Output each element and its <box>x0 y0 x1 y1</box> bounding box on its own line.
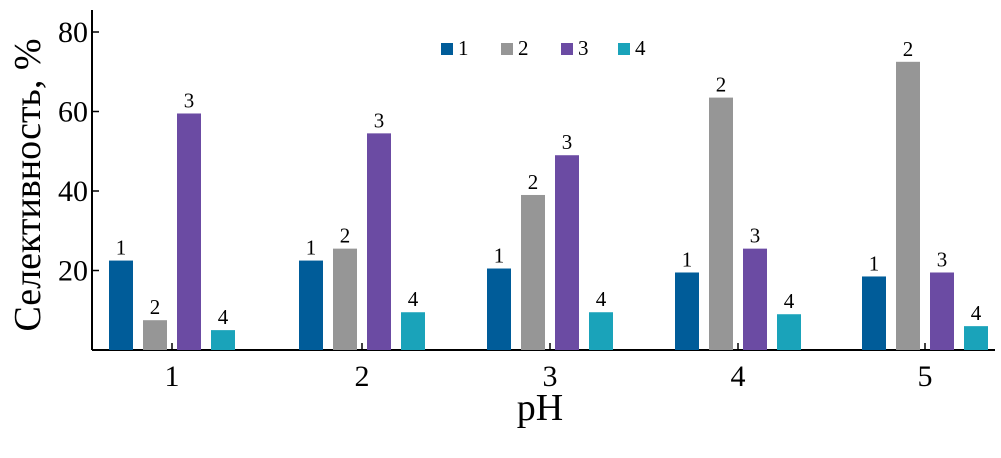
bar-label: 2 <box>150 295 161 319</box>
legend-label: 4 <box>635 36 646 60</box>
bar-series-3 <box>743 248 767 350</box>
bar-label: 1 <box>306 236 317 260</box>
legend-swatch-2 <box>501 43 513 55</box>
bar-label: 2 <box>340 224 351 248</box>
bar-series-1 <box>299 260 323 350</box>
legend-swatch-3 <box>561 43 573 55</box>
y-tick-label: 20 <box>58 255 88 288</box>
bar-label: 2 <box>528 170 539 194</box>
bar-series-4 <box>589 312 613 350</box>
bar-label: 4 <box>784 289 795 313</box>
x-tick-label: 4 <box>731 360 746 393</box>
bar-label: 1 <box>494 244 505 268</box>
bar-label: 1 <box>682 247 693 271</box>
bar-label: 3 <box>750 224 761 248</box>
y-axis-title: Селективность, % <box>7 38 49 331</box>
legend-swatch-4 <box>618 43 630 55</box>
bar-label: 4 <box>971 301 982 325</box>
bar-label: 3 <box>937 247 948 271</box>
bar-series-4 <box>401 312 425 350</box>
bar-series-1 <box>109 260 133 350</box>
bar-series-3 <box>177 113 201 350</box>
bar-series-2 <box>709 97 733 351</box>
x-axis-title: pH <box>517 387 563 429</box>
bar-label: 3 <box>374 108 385 132</box>
bar-series-1 <box>862 276 886 350</box>
bar-label: 1 <box>116 236 127 260</box>
bar-label: 2 <box>716 73 727 97</box>
bar-label: 4 <box>596 287 607 311</box>
bar-series-2 <box>521 194 545 350</box>
legend-label: 3 <box>578 36 589 60</box>
legend-label: 1 <box>458 36 469 60</box>
bar-label: 2 <box>903 37 914 61</box>
bar-series-3 <box>555 155 579 350</box>
legend-label: 2 <box>518 36 529 60</box>
bar-series-2 <box>896 61 920 350</box>
y-tick-label: 40 <box>58 175 88 208</box>
x-tick-label: 2 <box>355 360 370 393</box>
bar-series-2 <box>143 320 167 350</box>
bar-label: 3 <box>562 130 573 154</box>
bar-series-1 <box>675 272 699 350</box>
x-tick-label: 5 <box>918 360 933 393</box>
bar-label: 4 <box>408 287 419 311</box>
bar-label: 1 <box>869 251 880 275</box>
bar-label: 4 <box>218 305 229 329</box>
legend-swatch-1 <box>441 43 453 55</box>
bar-series-3 <box>930 272 954 350</box>
bar-series-3 <box>367 133 391 350</box>
y-tick-label: 60 <box>58 96 88 129</box>
bar-series-4 <box>964 326 988 350</box>
y-tick-label: 80 <box>58 16 88 49</box>
bar-label: 3 <box>184 88 195 112</box>
bar-series-4 <box>777 314 801 350</box>
bar-series-4 <box>211 330 235 350</box>
bar-series-1 <box>487 268 511 350</box>
x-tick-label: 1 <box>165 360 180 393</box>
x-tick-label: 3 <box>543 360 558 393</box>
bar-series-2 <box>333 248 357 350</box>
